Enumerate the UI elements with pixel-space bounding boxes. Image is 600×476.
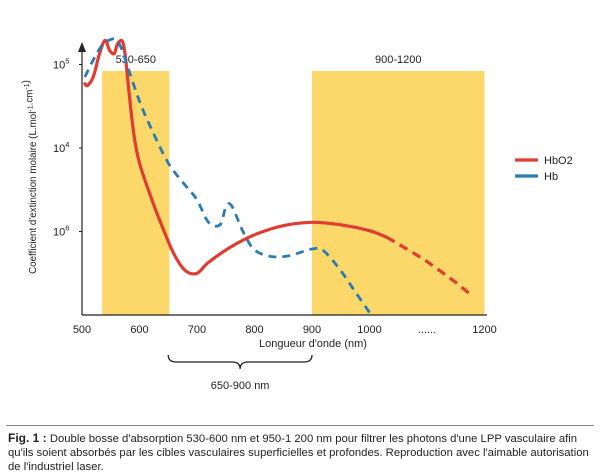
- band-label-1: 530-650: [116, 54, 156, 66]
- band-1: [102, 71, 170, 315]
- x-tick-label: 600: [130, 324, 148, 336]
- x-tick-label: 1200: [472, 324, 496, 336]
- absorption-chart: 530-650 900-1200 500 600 700 800 900 1000.....…: [21, 37, 573, 392]
- band-2: [312, 71, 485, 315]
- figure-caption: Fig. 1 : Double bosse d'absorption 530-6…: [8, 431, 594, 475]
- y-tick-label: 105: [53, 57, 69, 72]
- x-tick-label: 900: [303, 324, 321, 336]
- figure-label: Fig. 1 :: [8, 431, 47, 445]
- y-axis-label: Coefficient d'extinction molaire (L.mol-…: [21, 80, 39, 274]
- legend-label: HbO2: [544, 155, 573, 167]
- x-tick-label: 1000: [357, 324, 381, 336]
- caption-divider: [6, 425, 594, 426]
- y-axis-arrow: [78, 42, 86, 52]
- y-tick-labels: 106 104 105: [53, 57, 82, 239]
- brace-annotation: 650-900 nm: [167, 354, 313, 392]
- series-lines: [83, 37, 475, 314]
- brace-shape: [167, 354, 313, 370]
- series-hb-line: [83, 37, 371, 314]
- x-axis-label: Longueur d'onde (nm): [259, 338, 367, 350]
- brace-label: 650-900 nm: [211, 380, 270, 392]
- x-tick-labels: 500 600 700 800 900 1000...... 1200: [73, 324, 497, 336]
- y-tick-label: 104: [53, 140, 69, 155]
- series-hbo2-line: [83, 38, 389, 276]
- x-tick-label: 800: [245, 324, 263, 336]
- x-tick-label: ......: [418, 324, 436, 336]
- band-label-2: 900-1200: [375, 54, 422, 66]
- series-hbo2-dashed-line: [385, 235, 475, 298]
- axes: [78, 42, 487, 316]
- y-tick-label: 106: [53, 224, 69, 239]
- caption-text: Double bosse d'absorption 530-600 nm et …: [8, 433, 589, 474]
- legend-label: Hb: [544, 171, 558, 183]
- x-tick-label: 500: [73, 324, 91, 336]
- legend: HbO2 Hb: [515, 155, 573, 183]
- highlight-bands: 530-650 900-1200: [102, 54, 485, 315]
- x-tick-label: 700: [188, 324, 206, 336]
